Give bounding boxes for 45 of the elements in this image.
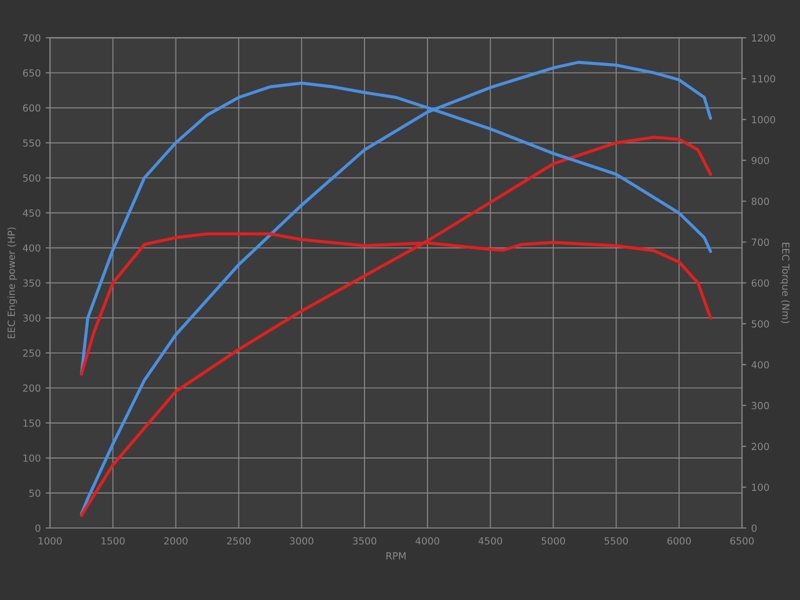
y-tick-label: 250 <box>23 349 40 357</box>
y2-tick-label: 500 <box>752 320 769 328</box>
x-tick-label: 5500 <box>604 537 628 545</box>
y-tick-label: 50 <box>29 489 40 497</box>
y2-tick-label: 100 <box>752 484 769 491</box>
y2-tick-label: 200 <box>752 442 769 450</box>
y-tick-label: 500 <box>23 174 40 182</box>
y-tick-label: 300 <box>23 314 40 322</box>
y-tick-label: 200 <box>23 384 40 392</box>
x-axis-title: RPM <box>386 552 406 560</box>
x-tick-label: 6000 <box>667 537 691 545</box>
y2-tick-label: 300 <box>752 402 769 410</box>
y-tick-label: 0 <box>35 524 40 532</box>
y-tick-label: 700 <box>23 34 40 42</box>
y-axis-title: EEC Engine power (HP) <box>7 228 17 338</box>
y2-axis-title: EEC Torque (Nm) <box>780 242 790 324</box>
line-series <box>80 136 712 517</box>
x-tick-label: 1000 <box>38 537 62 545</box>
y2-tick-label: 400 <box>752 361 769 368</box>
y2-tick-label: 900 <box>752 156 769 164</box>
y2-tick-label: 1200 <box>752 34 776 42</box>
x-tick-label: 3500 <box>352 537 376 545</box>
y-tick-label: 600 <box>23 104 40 112</box>
x-tick-label: 6500 <box>730 537 754 545</box>
y-tick-label: 350 <box>23 279 40 287</box>
x-tick-label: 5000 <box>542 537 565 545</box>
y-tick-label: 650 <box>23 69 40 77</box>
y2-tick-label: 700 <box>752 238 769 246</box>
y2-tick-label: 0 <box>752 524 757 532</box>
y-tick-label: 450 <box>22 209 40 217</box>
y-tick-label: 400 <box>22 244 40 252</box>
x-tick-label: 2500 <box>227 537 250 545</box>
x-tick-label: 1500 <box>102 537 125 545</box>
x-tick-label: 2000 <box>164 537 188 545</box>
y2-tick-label: 1100 <box>752 75 776 82</box>
y2-tick-label: 600 <box>752 279 769 287</box>
y-tick-label: 150 <box>23 419 40 427</box>
y-tick-label: 550 <box>23 139 40 147</box>
x-tick-label: 3000 <box>290 537 314 545</box>
y2-tick-label: 800 <box>752 198 769 206</box>
y-tick-label: 100 <box>23 454 40 462</box>
x-tick-label: 4500 <box>478 537 502 545</box>
line-series <box>80 60 712 516</box>
x-tick-label: 4000 <box>416 537 440 545</box>
y2-tick-label: 1000 <box>752 116 776 124</box>
